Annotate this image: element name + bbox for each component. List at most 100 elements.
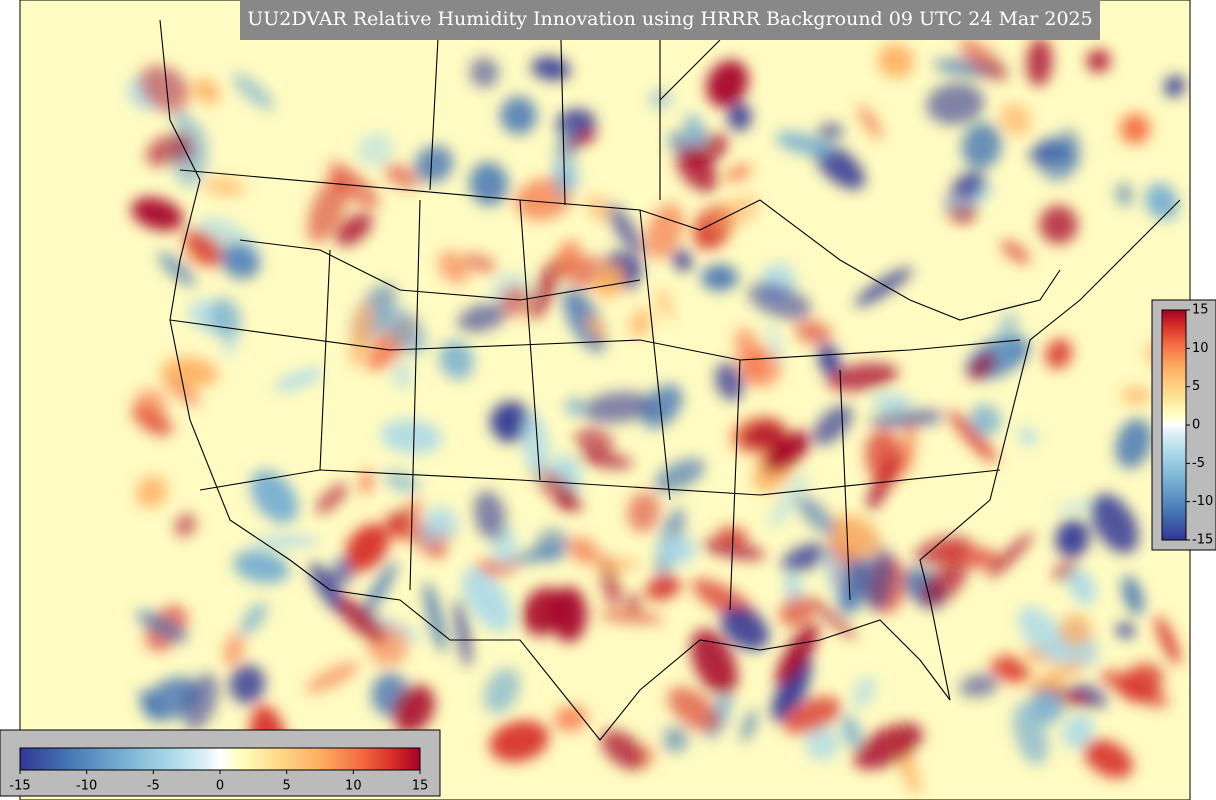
field-blob (672, 249, 693, 272)
field-blob (469, 57, 499, 88)
field-blob (853, 723, 923, 770)
field-blob (1086, 49, 1111, 73)
field-blob (315, 483, 348, 514)
field-blob (763, 430, 810, 473)
field-blob (961, 122, 1002, 170)
field-blob (162, 356, 219, 388)
field-blob (775, 623, 819, 686)
field-blob (627, 491, 660, 533)
field-blob (1045, 338, 1073, 369)
field-blob (193, 78, 221, 104)
field-blob (582, 391, 654, 423)
field-blob (1091, 493, 1139, 554)
title-box (240, 0, 1100, 40)
tick-label: 0 (1192, 418, 1200, 433)
field-blob (139, 64, 191, 113)
tick-label: -5 (1192, 456, 1205, 471)
colorbar (19, 747, 421, 771)
field-blob (554, 705, 588, 732)
field-blob (645, 203, 684, 260)
tick-label: 15 (1192, 303, 1209, 318)
field-blob (667, 687, 721, 733)
field-blob (380, 419, 442, 454)
field-blob (987, 532, 1034, 579)
field-blob (645, 575, 681, 600)
field-blob (350, 302, 371, 368)
field-blob (727, 102, 752, 132)
field-blob (779, 595, 815, 627)
field-blob (596, 264, 625, 299)
field-blob (1121, 386, 1152, 405)
tick-label: 0 (216, 779, 224, 794)
field-blob (1116, 622, 1135, 638)
field-blob (641, 384, 683, 429)
field-blob (586, 193, 610, 223)
field-blob (439, 340, 474, 380)
field-blob (344, 523, 389, 572)
field-blob (462, 567, 513, 633)
field-blob (741, 709, 758, 742)
field-blob (1029, 690, 1064, 724)
field-blob (926, 83, 985, 125)
field-blob (490, 401, 532, 443)
map-title: UU2DVAR Relative Humidity Innovation usi… (247, 8, 1092, 30)
field-blob (553, 126, 577, 201)
field-blob (775, 131, 834, 157)
field-blob (902, 421, 916, 475)
tick-label: 15 (412, 779, 429, 794)
field-blob (656, 287, 673, 321)
field-blob (305, 662, 360, 694)
field-blob (1026, 37, 1053, 87)
field-blob (403, 497, 422, 543)
field-blob (724, 164, 752, 182)
field-blob (1031, 683, 1092, 708)
field-blob (999, 103, 1032, 136)
field-blob (424, 581, 447, 653)
field-blob (521, 412, 550, 477)
field-blob (969, 404, 1001, 437)
state-line (199, 469, 1001, 496)
field-blob (676, 148, 718, 192)
tick-label: 5 (1192, 379, 1200, 394)
field-blob (568, 537, 599, 565)
field-blob (795, 320, 832, 345)
field-blob (220, 243, 261, 280)
field-blob (204, 177, 246, 197)
field-blob (783, 696, 842, 735)
field-blob (714, 362, 744, 401)
field-blob (769, 473, 809, 528)
field-blob (706, 60, 749, 108)
field-blob (174, 513, 197, 537)
field-blob (740, 419, 784, 450)
state-line (169, 319, 1021, 361)
field-blob (1155, 615, 1181, 665)
field-blob (838, 557, 869, 616)
field-blob (1058, 613, 1093, 648)
field-blob (654, 458, 705, 493)
field-blob (593, 558, 640, 571)
national-border (179, 169, 1061, 321)
field-blob (457, 303, 507, 333)
field-blob (601, 730, 646, 770)
field-blob (473, 490, 507, 541)
field-blob (861, 545, 895, 611)
field-blob (817, 123, 844, 140)
field-blob (489, 720, 549, 762)
field-blob (586, 316, 608, 341)
province-line (429, 0, 721, 206)
field-blob (854, 267, 913, 307)
field-blob (182, 673, 219, 731)
field-blob (307, 174, 349, 243)
field-blob (392, 685, 435, 734)
field-blob (871, 394, 913, 412)
coastline (159, 19, 1181, 741)
field-blob (531, 56, 571, 81)
field-blob (920, 561, 967, 607)
field-blob (796, 495, 837, 536)
field-blob (1059, 128, 1081, 170)
state-line (319, 199, 851, 611)
field-blob (857, 104, 883, 140)
colorbar (1161, 309, 1187, 541)
field-blob (968, 353, 997, 380)
